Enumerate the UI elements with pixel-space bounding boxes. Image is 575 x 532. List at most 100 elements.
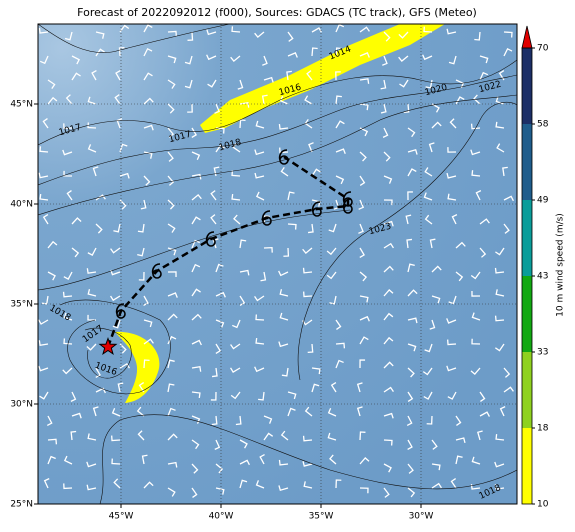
wind-barb xyxy=(215,463,224,474)
wind-barb xyxy=(407,439,413,450)
wind-barb xyxy=(398,31,409,39)
wind-barb xyxy=(429,319,436,330)
wind-barb xyxy=(110,269,121,276)
wind-barb xyxy=(447,339,457,346)
wind-barb xyxy=(43,478,50,489)
isobar xyxy=(38,59,517,146)
wind-barb xyxy=(471,312,481,321)
wind-barb xyxy=(117,382,124,393)
wind-barb xyxy=(191,415,201,424)
wind-barb xyxy=(111,435,121,442)
wind-barb xyxy=(403,103,410,114)
wind-barb xyxy=(167,313,178,321)
wind-barb xyxy=(119,363,130,369)
wind-barb xyxy=(213,166,220,177)
wind-barb xyxy=(431,103,440,113)
storm-symbol xyxy=(342,191,353,207)
wind-barb xyxy=(407,343,417,352)
wind-barb xyxy=(359,487,369,494)
wind-barb xyxy=(191,216,201,225)
wind-swath xyxy=(115,331,160,403)
wind-barb xyxy=(304,95,313,105)
wind-barb xyxy=(431,482,442,489)
wind-barb xyxy=(91,70,97,81)
wind-barb xyxy=(95,387,106,394)
storm-symbol xyxy=(151,263,162,279)
wind-barb xyxy=(137,430,145,441)
wind-barb xyxy=(167,359,175,369)
wind-barb xyxy=(191,463,199,474)
chart-title: Forecast of 2022092012 (f000), Sources: … xyxy=(77,6,477,19)
wind-barb xyxy=(280,166,289,177)
wind-barb xyxy=(383,220,394,227)
wind-barb xyxy=(470,367,481,376)
wind-barb xyxy=(279,312,289,321)
wind-barb xyxy=(383,386,394,393)
wind-barb xyxy=(383,312,394,321)
wind-barb xyxy=(311,367,321,375)
wind-barb xyxy=(215,343,222,354)
wind-barb xyxy=(279,289,289,297)
wind-barb xyxy=(335,359,344,369)
wind-barb xyxy=(278,341,289,348)
wind-barb xyxy=(95,367,101,378)
wind-barb xyxy=(71,72,81,81)
wind-barb xyxy=(191,151,201,161)
wind-barb xyxy=(455,415,462,426)
wind-barb xyxy=(39,55,49,65)
colorbar-segment xyxy=(522,200,532,276)
wind-barb xyxy=(191,487,198,498)
wind-barb xyxy=(356,406,363,417)
wind-barb xyxy=(63,271,73,280)
wind-barb xyxy=(447,391,457,400)
wind-barb xyxy=(167,433,178,441)
wind-barb xyxy=(494,267,505,274)
colorbar-segment xyxy=(522,352,532,428)
isobar xyxy=(59,299,171,394)
wind-barb xyxy=(119,199,127,210)
wind-barb xyxy=(260,271,267,282)
wind-barb xyxy=(407,391,414,402)
wind-barb xyxy=(471,291,481,297)
colorbar-segment xyxy=(522,48,532,124)
wind-barb xyxy=(280,430,289,441)
wind-barb xyxy=(326,247,337,256)
wind-barb xyxy=(495,121,505,129)
wind-barb xyxy=(359,271,368,282)
y-tick-label: 25°N xyxy=(10,500,33,510)
colorbar-segment xyxy=(522,124,532,200)
wind-barb xyxy=(383,361,394,369)
wind-barb xyxy=(383,242,394,249)
colorbar-segment xyxy=(522,428,532,504)
track-line xyxy=(106,155,350,348)
wind-barb xyxy=(239,295,246,306)
wind-barb xyxy=(470,271,481,280)
wind-barb xyxy=(447,147,457,153)
storm-symbol xyxy=(261,210,272,226)
wind-barb xyxy=(335,319,342,330)
wind-barb xyxy=(263,432,274,441)
wind-barb xyxy=(63,312,73,321)
wind-barb xyxy=(407,317,418,324)
x-tick-label: 45°W xyxy=(109,512,134,522)
wind-barb xyxy=(423,26,433,33)
wind-barb xyxy=(302,247,313,255)
wind-barb xyxy=(119,343,127,354)
wind-barb xyxy=(329,454,337,465)
isobar xyxy=(38,209,351,291)
wind-barb xyxy=(263,415,273,424)
wind-barb xyxy=(498,70,505,81)
wind-barb xyxy=(399,79,409,88)
wind-barb xyxy=(143,72,153,81)
wind-barb xyxy=(111,458,121,465)
wind-barb xyxy=(287,191,295,201)
wind-barb xyxy=(239,101,250,108)
wind-barb xyxy=(495,247,505,256)
wind-barb xyxy=(479,71,489,81)
wind-barb xyxy=(382,55,388,66)
wind-barb xyxy=(239,479,248,489)
wind-barb xyxy=(407,148,418,155)
y-tick-label: 40°N xyxy=(10,200,33,210)
wind-barb xyxy=(112,319,121,329)
wind-barb xyxy=(407,289,418,297)
